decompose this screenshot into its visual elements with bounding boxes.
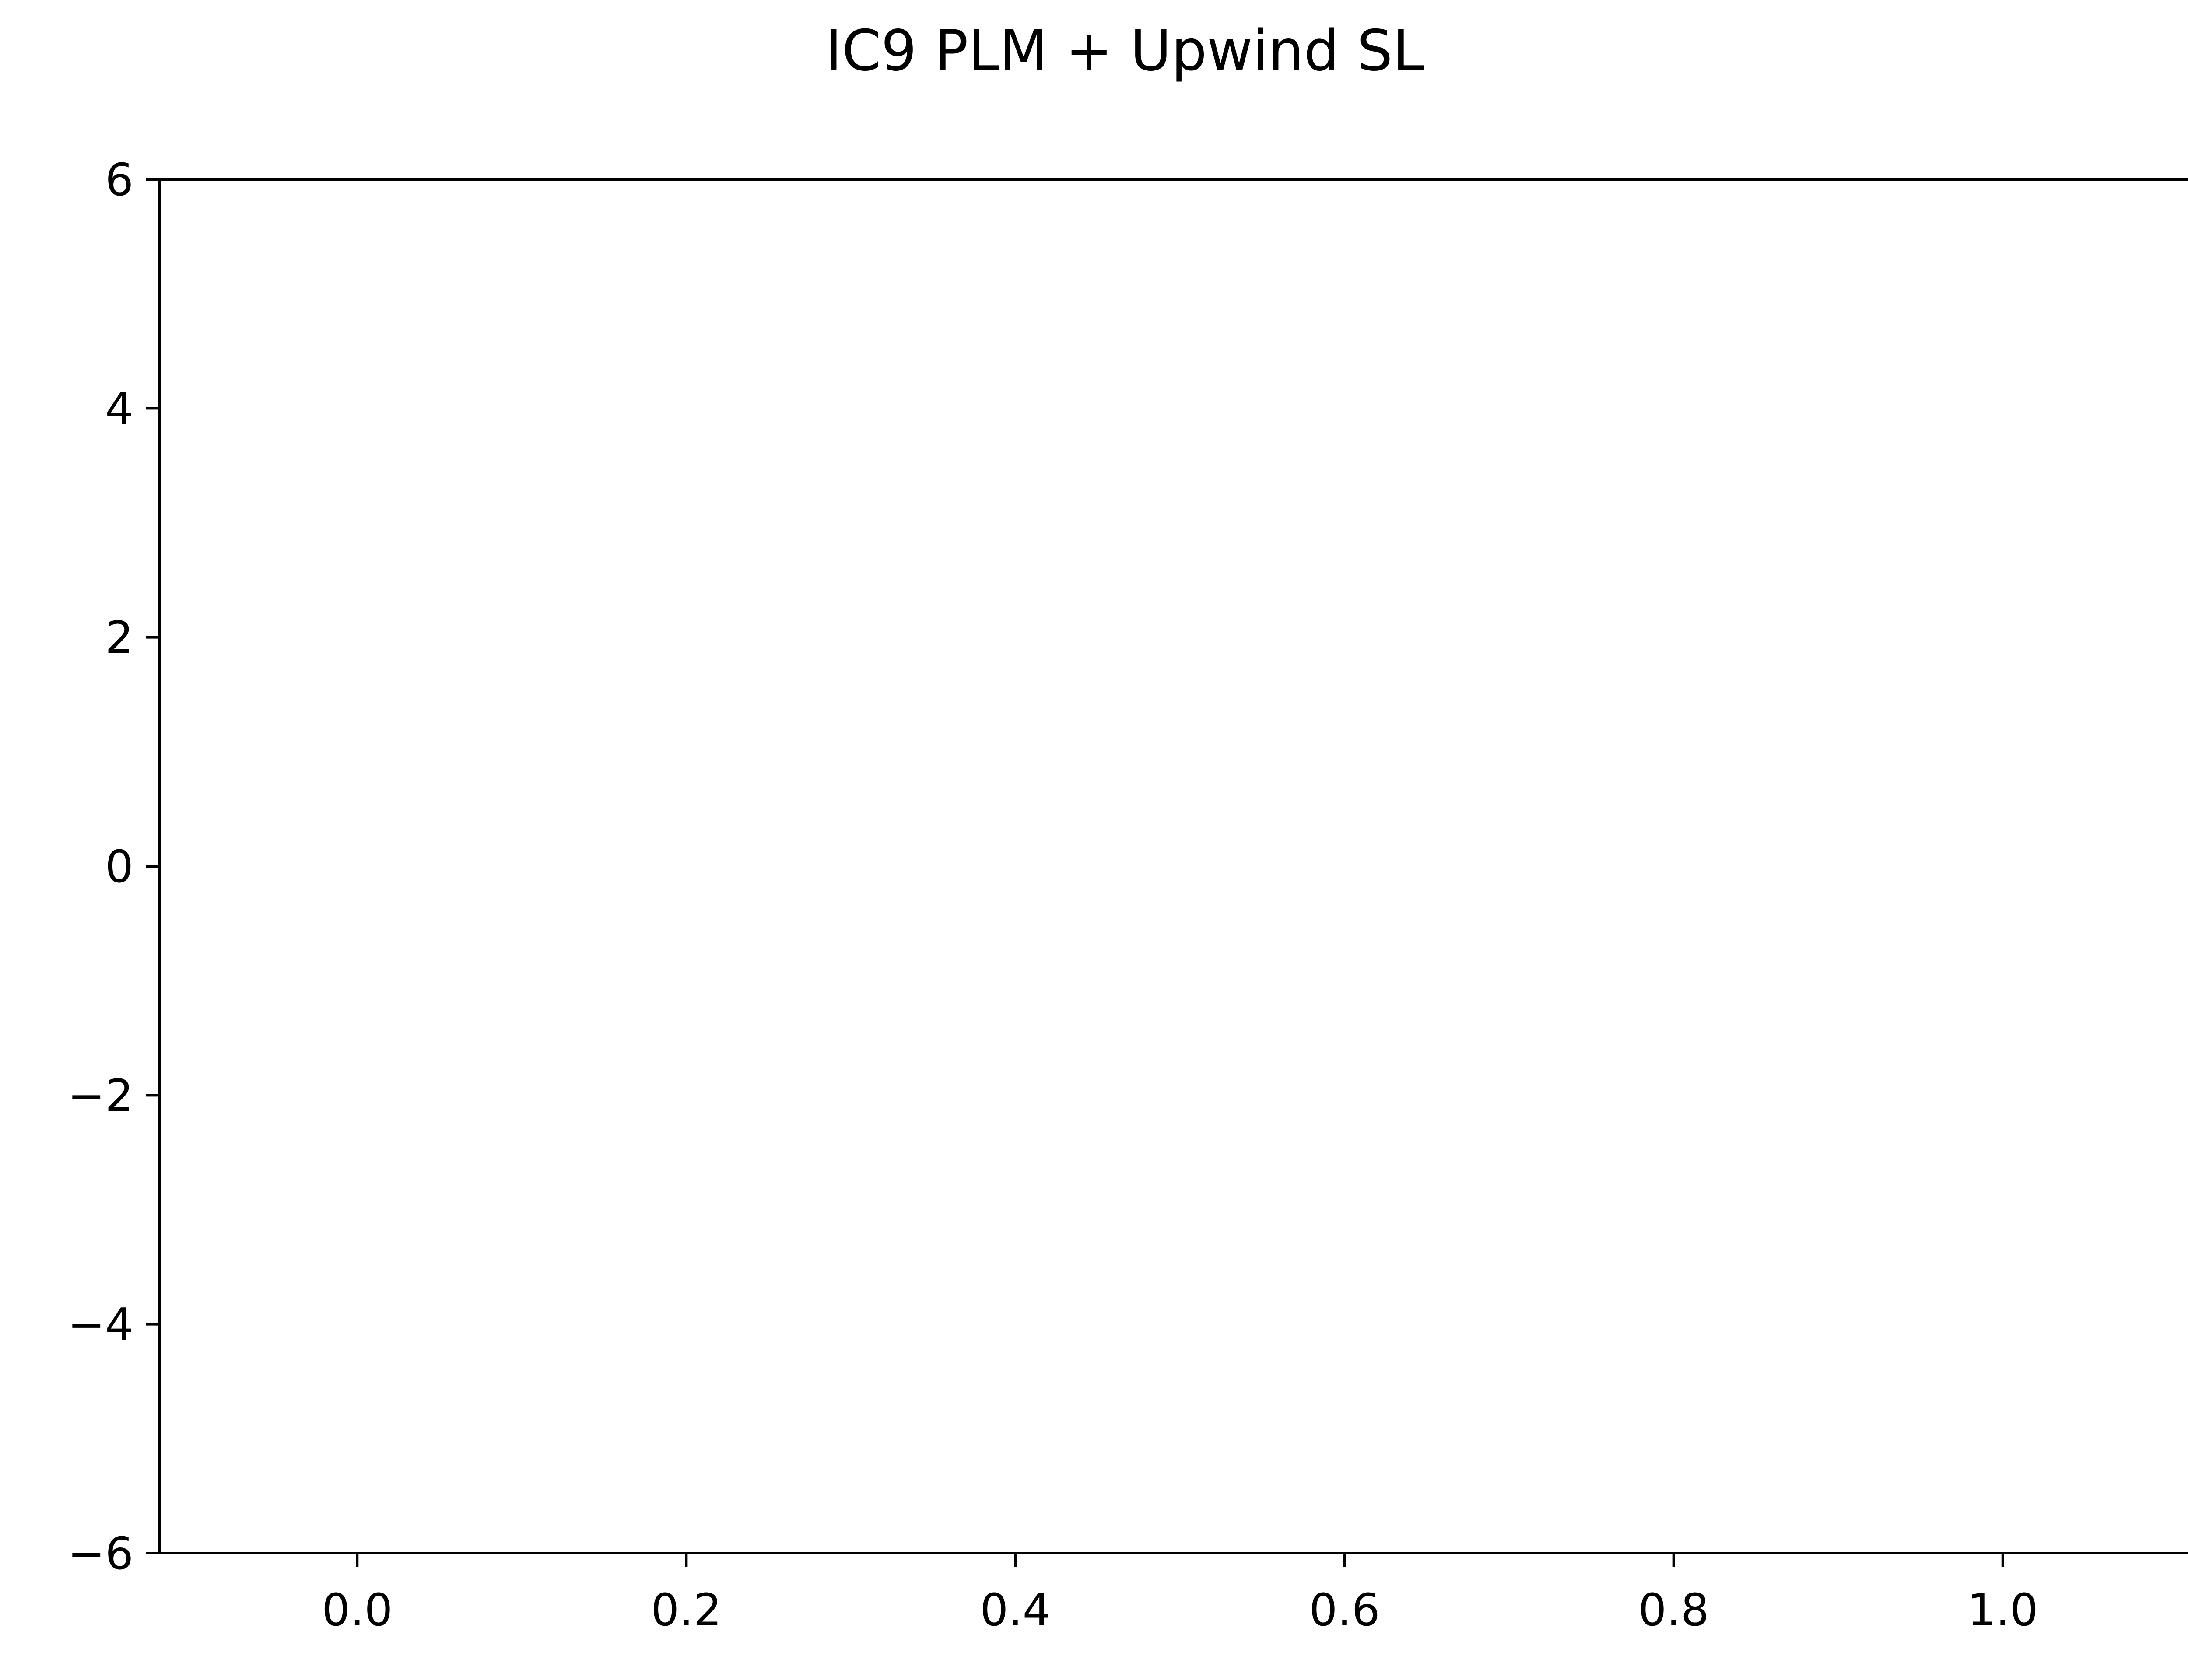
- y-tick-label: 2: [105, 612, 133, 664]
- y-tick-label: −6: [68, 1528, 133, 1580]
- y-tick-label: 6: [105, 154, 133, 206]
- x-axis: 0.0 0.2 0.4 0.6 0.8 1.0: [322, 1553, 2038, 1636]
- y-tick-label: 0: [105, 841, 133, 893]
- x-tick-label: 0.4: [980, 1584, 1051, 1636]
- y-axis: 6 4 2 0 −2 −4 −6: [68, 154, 160, 1580]
- chart-title: IC9 PLM + Upwind SL: [825, 18, 1424, 84]
- y-tick-label: 4: [105, 383, 133, 435]
- y-tick-label: −4: [68, 1299, 133, 1351]
- x-tick-label: 0.8: [1638, 1584, 1709, 1636]
- plot-area: [158, 178, 2188, 1554]
- y-tick-label: −2: [68, 1070, 133, 1122]
- x-tick-label: 1.0: [1967, 1584, 2038, 1636]
- x-tick-label: 0.0: [322, 1584, 393, 1636]
- x-tick-label: 0.6: [1309, 1584, 1380, 1636]
- x-tick-label: 0.2: [651, 1584, 722, 1636]
